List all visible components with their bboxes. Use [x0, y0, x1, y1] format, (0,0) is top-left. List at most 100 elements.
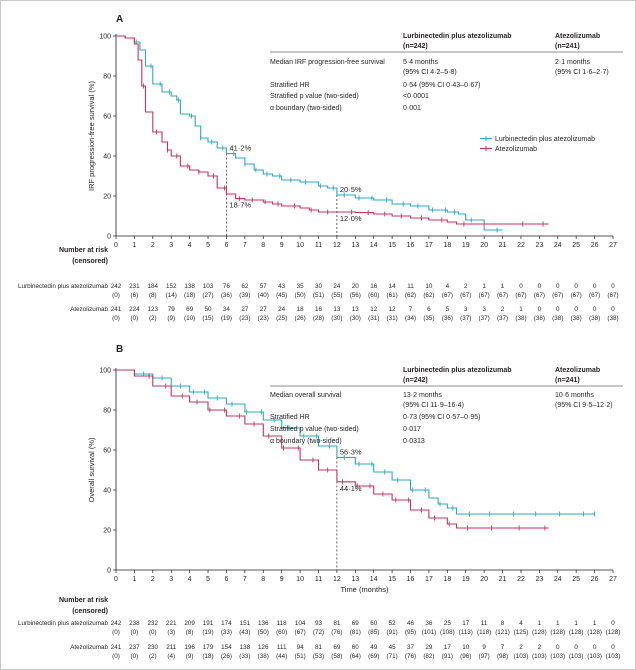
at-risk-count: 1	[556, 620, 560, 627]
x-tick-label: 14	[370, 576, 378, 583]
y-tick-label: 80	[103, 74, 111, 81]
at-risk-count: 16	[315, 306, 323, 313]
at-risk-censored: (113)	[459, 629, 473, 636]
at-risk-censored: (67)	[534, 292, 545, 299]
at-risk-censored: (2)	[149, 653, 157, 660]
at-risk-count: 35	[297, 283, 305, 290]
stats-value: 2·1 months	[555, 59, 591, 66]
at-risk-count: 152	[166, 283, 177, 290]
at-risk-count: 174	[221, 620, 232, 627]
at-risk-subtitle: (censored)	[72, 258, 108, 265]
at-risk-count: 0	[556, 644, 560, 651]
at-risk-count: 0	[519, 283, 523, 290]
at-risk-count: 69	[186, 306, 194, 313]
annotation-label: 18·7%	[229, 201, 251, 210]
x-tick-label: 25	[572, 576, 580, 583]
at-risk-count: 1	[538, 620, 542, 627]
at-risk-count: 242	[111, 620, 122, 627]
at-risk-count: 52	[389, 620, 397, 627]
at-risk-count: 0	[593, 306, 597, 313]
at-risk-row-label: Atezolizumab	[70, 306, 108, 313]
at-risk-censored: (69)	[368, 653, 379, 660]
x-tick-label: 24	[554, 242, 562, 249]
at-risk-count: 24	[278, 306, 286, 313]
at-risk-count: 0	[574, 306, 578, 313]
y-tick-label: 60	[103, 114, 111, 121]
series-line-atezolizumab	[116, 35, 549, 225]
at-risk-count: 241	[111, 644, 122, 651]
at-risk-count: 25	[444, 620, 452, 627]
at-risk-censored: (108)	[440, 629, 455, 636]
at-risk-count: 50	[205, 306, 213, 313]
at-risk-count: 93	[315, 620, 323, 627]
at-risk-count: 0	[574, 644, 578, 651]
at-risk-censored: (6)	[131, 292, 139, 299]
stats-row-label: Median IRF progression-free survival	[270, 59, 385, 66]
stats-row-label: α boundary (two-sided)	[270, 105, 342, 112]
at-risk-censored: (37)	[497, 315, 508, 322]
at-risk-count: 126	[258, 644, 269, 651]
at-risk-count: 0	[611, 283, 615, 290]
at-risk-count: 11	[481, 620, 488, 627]
panel-label: A	[116, 14, 123, 25]
x-tick-label: 7	[243, 576, 247, 583]
at-risk-censored: (18)	[202, 653, 213, 660]
stats-ci: (95% CI 1·6–2·7)	[555, 69, 609, 76]
at-risk-censored: (8)	[186, 629, 194, 636]
x-tick-label: 12	[333, 242, 341, 249]
at-risk-censored: (96)	[460, 653, 471, 660]
x-tick-label: 4	[188, 242, 192, 249]
at-risk-count: 230	[148, 644, 159, 651]
at-risk-count: 103	[203, 283, 214, 290]
at-risk-censored: (67)	[552, 292, 563, 299]
at-risk-censored: (60)	[276, 629, 287, 636]
stats-header-1-n: (n=242)	[403, 377, 428, 384]
at-risk-censored: (51)	[294, 653, 305, 660]
at-risk-censored: (26)	[221, 653, 232, 660]
at-risk-count: 16	[370, 283, 378, 290]
at-risk-censored: (25)	[276, 315, 287, 322]
x-tick-label: 2	[151, 576, 155, 583]
at-risk-censored: (4)	[167, 653, 175, 660]
at-risk-count: 241	[111, 306, 122, 313]
at-risk-count: 1	[501, 283, 505, 290]
x-tick-label: 6	[224, 242, 228, 249]
at-risk-censored: (37)	[479, 315, 490, 322]
at-risk-censored: (56)	[350, 292, 361, 299]
at-risk-censored: (67)	[515, 292, 526, 299]
at-risk-censored: (30)	[350, 315, 361, 322]
at-risk-count: 36	[425, 620, 433, 627]
at-risk-row-label: Lurbinectedin plus atezolizumab	[18, 620, 108, 627]
at-risk-censored: (9)	[167, 315, 175, 322]
x-tick-label: 2	[151, 242, 155, 249]
stats-value: 0·54 (95% CI 0·43–0·67)	[403, 82, 480, 89]
panel-label: B	[116, 344, 123, 355]
at-risk-censored: (45)	[276, 292, 287, 299]
at-risk-count: 27	[260, 306, 268, 313]
at-risk-censored: (61)	[387, 292, 398, 299]
at-risk-censored: (67)	[442, 292, 453, 299]
at-risk-count: 6	[427, 306, 431, 313]
at-risk-count: 138	[184, 283, 195, 290]
legend-label: Lurbinectedin plus atezolizumab	[495, 136, 595, 143]
at-risk-count: 196	[184, 644, 195, 651]
at-risk-censored: (43)	[239, 629, 250, 636]
annotation-label: 12·0%	[340, 214, 362, 223]
stats-row-label: α boundary (two-sided)	[270, 438, 342, 445]
at-risk-count: 17	[462, 620, 470, 627]
at-risk-censored: (38)	[515, 315, 526, 322]
x-tick-label: 10	[296, 576, 304, 583]
at-risk-count: 0	[574, 283, 578, 290]
at-risk-censored: (53)	[313, 653, 324, 660]
at-risk-censored: (23)	[258, 315, 269, 322]
at-risk-censored: (38)	[258, 653, 269, 660]
at-risk-censored: (62)	[423, 292, 434, 299]
at-risk-censored: (50)	[258, 629, 269, 636]
x-tick-label: 25	[572, 242, 580, 249]
stats-value: 0·73 (95% CI 0·57–0·95)	[403, 414, 480, 421]
stats-value: 0·017	[403, 426, 421, 433]
x-tick-label: 26	[591, 576, 599, 583]
stats-value: 0·001	[403, 105, 421, 112]
x-tick-label: 0	[114, 242, 118, 249]
